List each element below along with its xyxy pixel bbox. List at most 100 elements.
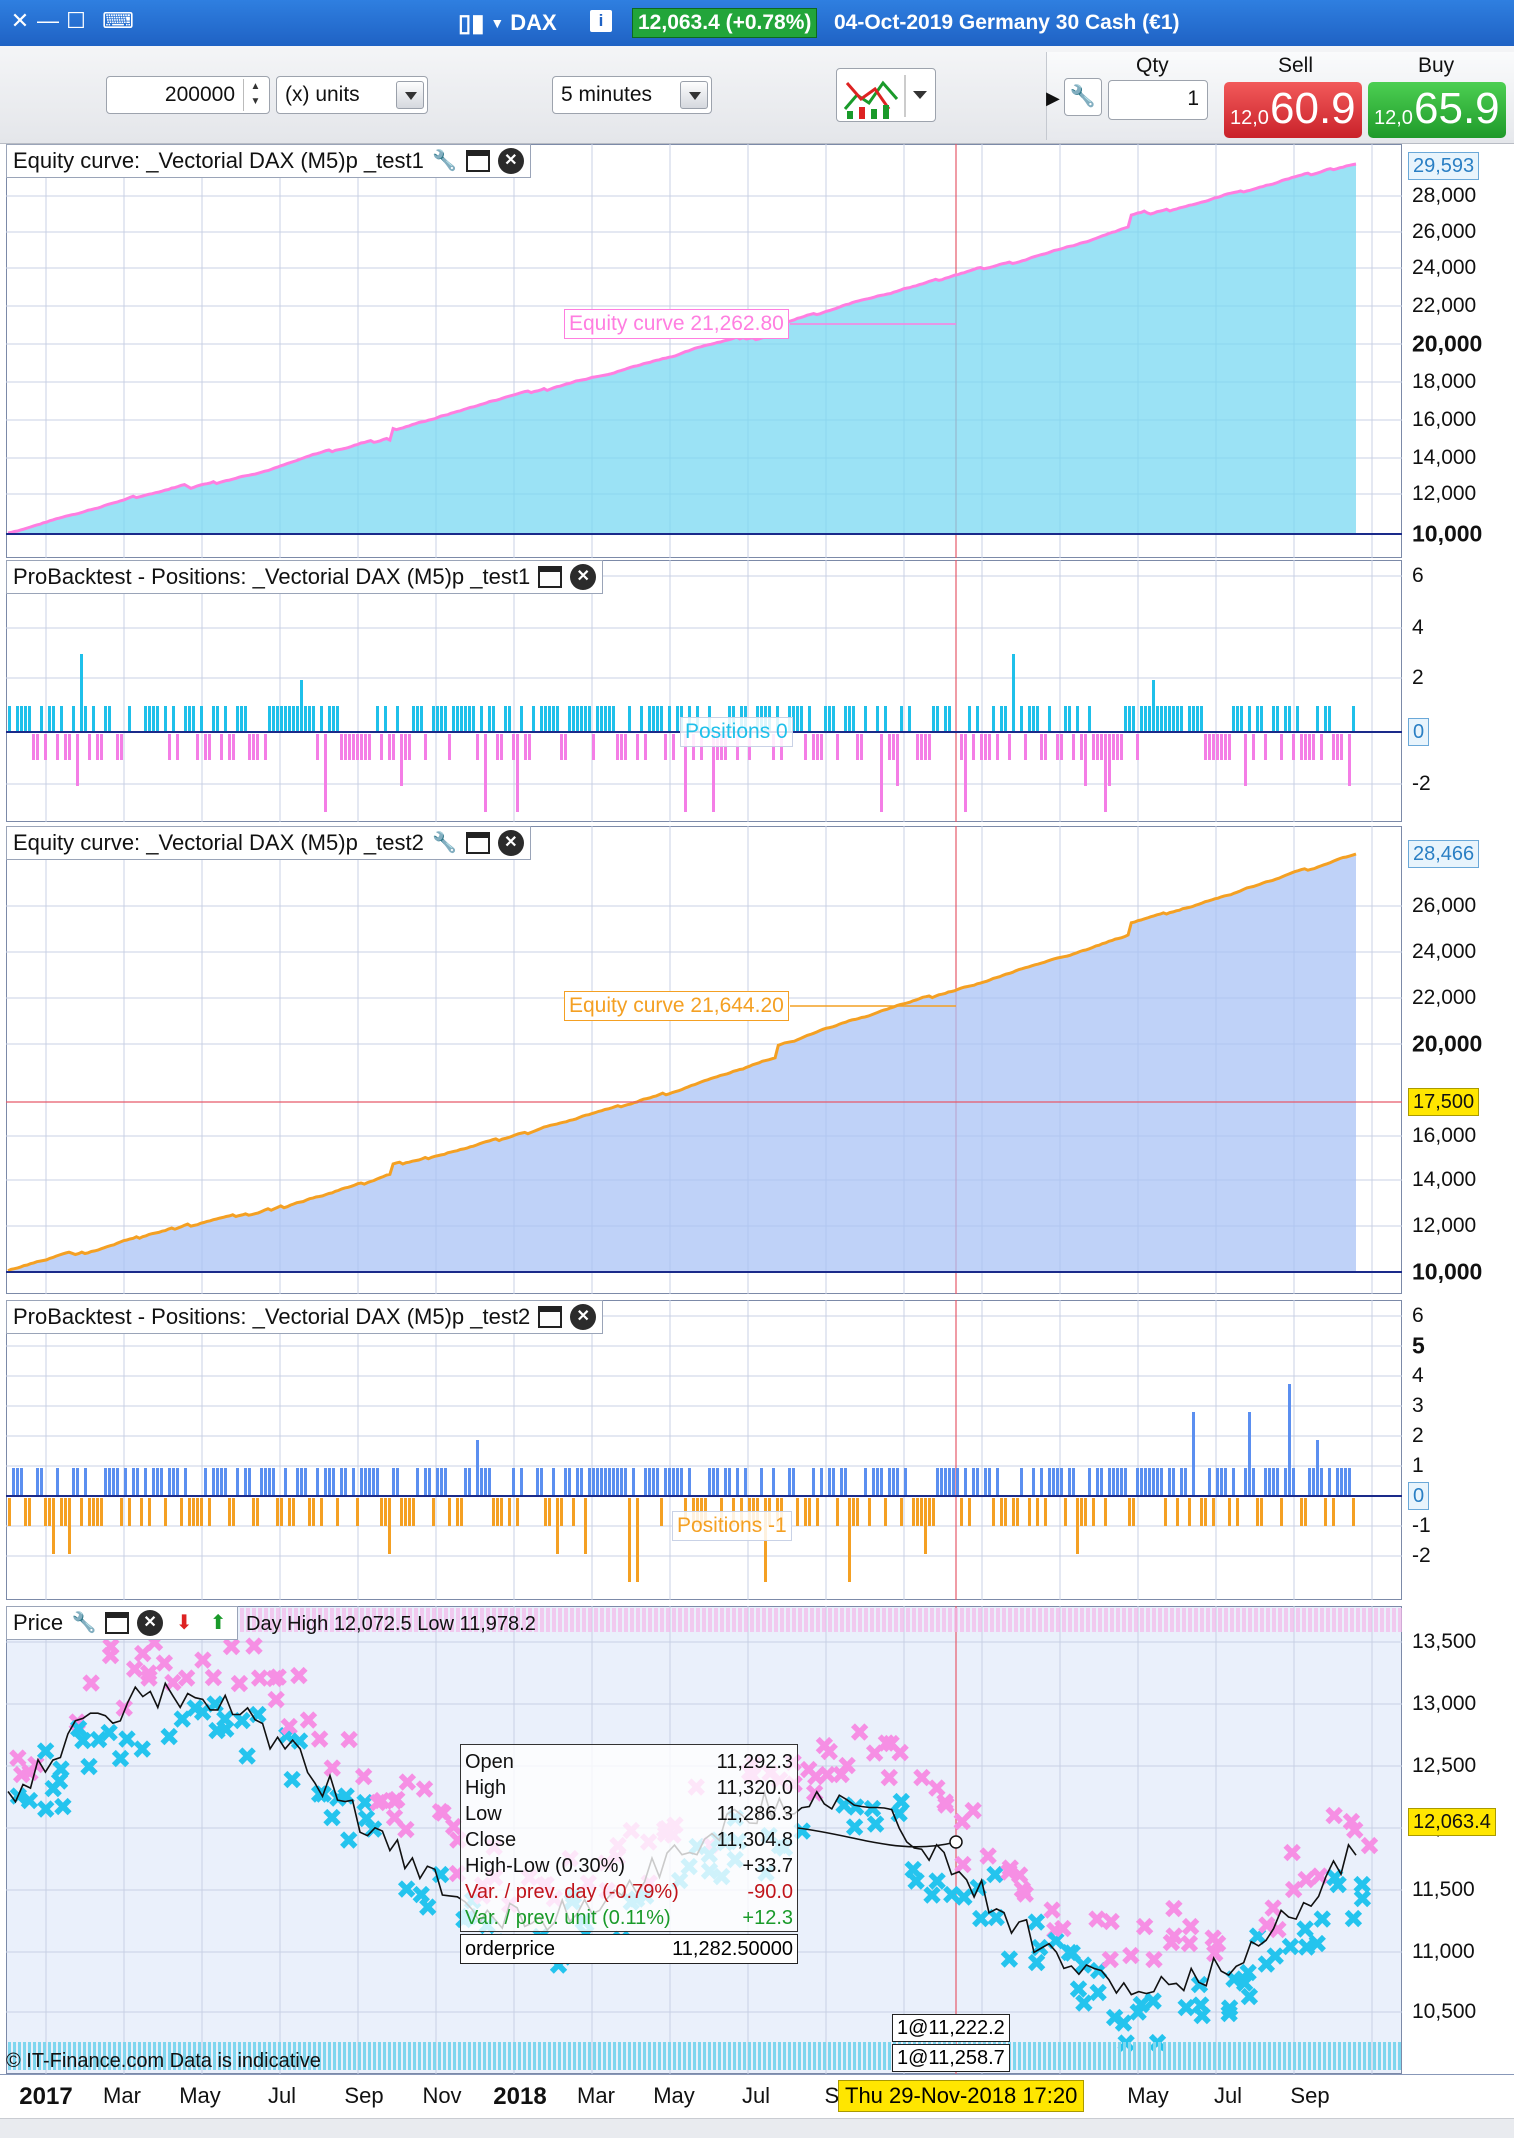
close-icon[interactable]: ✕ (497, 148, 524, 174)
sell-marker: ✖ (1204, 1940, 1226, 1970)
top-marker-bar (324, 1608, 328, 1632)
wrench-icon[interactable]: 🔧 (1064, 78, 1102, 116)
volume-bar (193, 2042, 196, 2070)
sell-marker: ✖ (192, 1647, 214, 1677)
position-bar (408, 734, 411, 760)
positions-panel-test2[interactable]: ProBacktest - Positions: _Vectorial DAX … (0, 1300, 1514, 1600)
position-bar (308, 1498, 311, 1526)
info-icon[interactable]: i (590, 10, 612, 32)
units-select[interactable]: (x) units (276, 76, 428, 114)
position-bar (620, 734, 623, 760)
close-icon[interactable]: ✕ (137, 1610, 164, 1636)
volume-bar (238, 2042, 241, 2070)
top-marker-bar (384, 1608, 388, 1632)
position-bar (892, 734, 895, 760)
amount-stepper[interactable]: 200000 ▲ ▼ (106, 76, 270, 114)
wrench-icon[interactable]: 🔧 (71, 1612, 97, 1634)
position-bar (556, 1498, 559, 1554)
y-tick-label: 20,000 (1412, 330, 1483, 357)
expand-arrow-icon[interactable]: ▶ (1046, 88, 1060, 108)
position-bar (804, 734, 807, 760)
volume-bar (1388, 2042, 1391, 2070)
position-bar (84, 1468, 87, 1496)
top-marker-bar (834, 1608, 838, 1632)
instrument-selector[interactable]: ▯▮ ▼ DAX (458, 8, 557, 38)
top-marker-bar (1248, 1608, 1252, 1632)
position-bar (992, 1498, 995, 1526)
position-bar (624, 734, 627, 760)
position-bar (1284, 1468, 1287, 1496)
position-bar (648, 706, 651, 732)
volume-bar (498, 2042, 501, 2070)
position-bar (76, 1468, 79, 1496)
positions-panel-test1[interactable]: ProBacktest - Positions: _Vectorial DAX … (0, 560, 1514, 822)
buy-marker: ✖ (844, 1814, 866, 1844)
close-icon[interactable]: ✕ (497, 830, 524, 856)
plot-area[interactable] (6, 826, 1402, 1294)
top-marker-bar (1278, 1608, 1282, 1632)
y-tick-label: 10,000 (1412, 1258, 1483, 1285)
window-icon[interactable] (538, 1306, 563, 1328)
top-marker-bar (1302, 1608, 1306, 1632)
buy-marker: ✖ (865, 1810, 887, 1840)
sell-button[interactable]: 12,0 60.9 (1224, 82, 1362, 138)
sell-arrow-icon[interactable]: ⬇ (175, 1612, 193, 1634)
volume-bar (108, 2042, 111, 2070)
equity-curve-panel-test2[interactable]: Equity curve: _Vectorial DAX (M5)p _test… (0, 826, 1514, 1294)
volume-bar (508, 2042, 511, 2070)
window-icon[interactable] (105, 1612, 130, 1634)
position-bar (440, 706, 443, 732)
top-marker-bar (696, 1608, 700, 1632)
chart-grid (6, 1300, 1402, 1600)
position-bar (36, 1468, 39, 1496)
y-tick-label: 18,000 (1412, 370, 1477, 393)
buy-marker: ✖ (1127, 1999, 1149, 2029)
date-tick-label: Sep (1290, 2083, 1330, 2108)
wrench-icon[interactable]: 🔧 (432, 832, 458, 854)
y-axis[interactable] (1402, 1300, 1514, 1600)
close-window-icon[interactable]: ✕ (10, 8, 30, 33)
maximize-icon[interactable]: ☐ (66, 8, 86, 33)
window-icon[interactable] (465, 832, 490, 854)
position-bar (1084, 1498, 1087, 1526)
position-bar (1100, 734, 1103, 760)
minimize-icon[interactable]: — (37, 8, 59, 33)
y-axis[interactable] (1402, 144, 1514, 558)
position-bar (712, 1468, 715, 1496)
equity-curve-panel-test1[interactable]: Equity curve: _Vectorial DAX (M5)p _test… (0, 144, 1514, 558)
keyboard-icon[interactable]: ⌨ (102, 8, 134, 33)
position-bar (1304, 734, 1307, 760)
qty-input[interactable]: 1 (1108, 80, 1208, 120)
close-icon[interactable]: ✕ (570, 564, 597, 590)
position-bar (288, 1498, 291, 1526)
position-bar (984, 734, 987, 760)
position-bar (900, 706, 903, 732)
top-marker-bar (312, 1608, 316, 1632)
position-bar (348, 734, 351, 760)
chevron-down-icon (396, 81, 424, 109)
stepper-arrows-icon[interactable]: ▲ ▼ (243, 79, 267, 111)
position-bar (668, 706, 671, 732)
plot-area[interactable] (6, 144, 1402, 558)
window-icon[interactable] (538, 566, 563, 588)
buy-marker: ✖ (1045, 1927, 1067, 1957)
buy-button[interactable]: 12,0 65.9 (1368, 82, 1506, 138)
y-axis[interactable] (1402, 826, 1514, 1294)
position-bar (356, 734, 359, 760)
y-axis[interactable] (1402, 560, 1514, 822)
wrench-icon[interactable]: 🔧 (432, 150, 458, 172)
date-axis[interactable]: 2017MarMayJulSepNov2018MarMayJulSearMayJ… (0, 2074, 1514, 2118)
plot-area[interactable] (6, 1300, 1402, 1600)
timeframe-select[interactable]: 5 minutes (552, 76, 712, 114)
buy-arrow-icon[interactable]: ⬆ (209, 1612, 227, 1634)
window-icon[interactable] (465, 150, 490, 172)
tooltip-value: +33.7 (742, 1855, 793, 1877)
close-icon[interactable]: ✕ (570, 1304, 597, 1330)
volume-bar (1018, 2042, 1021, 2070)
indicators-button[interactable] (836, 68, 936, 122)
position-bar (1124, 1468, 1127, 1496)
tooltip-label: High (465, 1777, 507, 1799)
plot-area[interactable] (6, 560, 1402, 822)
position-bar (1104, 734, 1107, 812)
y-axis[interactable] (1402, 1606, 1514, 2074)
